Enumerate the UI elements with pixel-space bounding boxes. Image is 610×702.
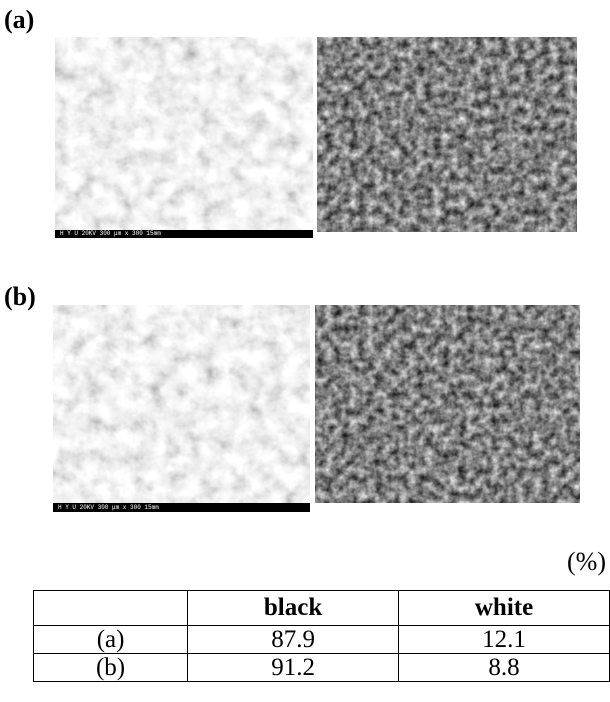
figure: (a) H Y U 20KV 300 μm x 300 15mm (b) H Y… [0, 0, 610, 702]
unit: (%) [567, 547, 606, 576]
header-cell [34, 591, 188, 626]
header-cell: white [399, 591, 610, 626]
binary-image [317, 37, 577, 232]
panel-label: (a) [4, 5, 34, 34]
images: (a) H Y U 20KV 300 μm x 300 15mm (b) H Y… [0, 0, 610, 580]
scale-text: H Y U 20KV 300 μm x 300 15mm [60, 230, 161, 237]
cell: 87.9 [188, 626, 399, 654]
cell: 12.1 [399, 626, 610, 654]
binary-image [315, 305, 580, 503]
header-cell: black [188, 591, 399, 626]
cell: 8.8 [399, 654, 610, 682]
scale-text: H Y U 20KV 300 μm x 300 15mm [58, 504, 159, 511]
cell: (b) [34, 654, 188, 682]
cell: (a) [34, 626, 188, 654]
sem-image [53, 305, 310, 503]
sem-image [55, 37, 313, 230]
panel-label: (b) [4, 282, 36, 311]
cell: 91.2 [188, 654, 399, 682]
table: black white (a) 87.9 12.1 (b) 91.2 8.8 [33, 590, 610, 682]
